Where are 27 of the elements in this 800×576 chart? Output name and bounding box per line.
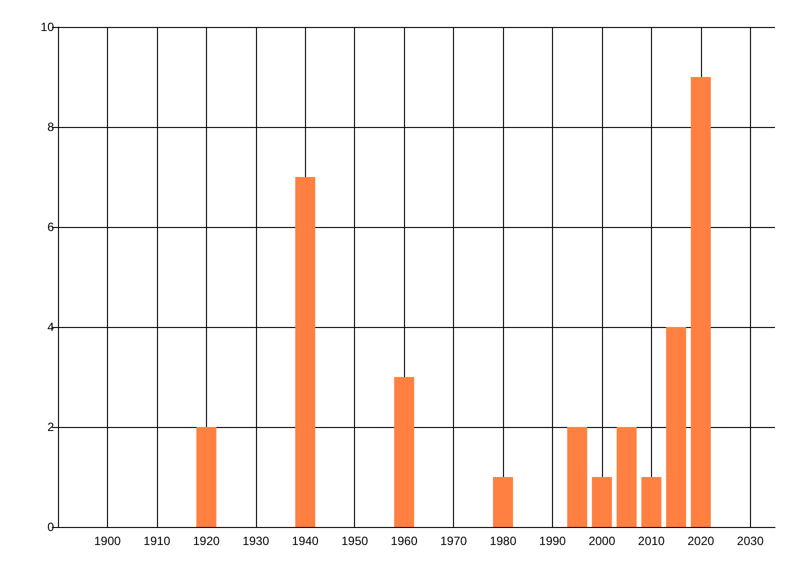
x-tick-label: 2020 — [687, 534, 714, 548]
bar — [592, 477, 612, 527]
bar — [196, 427, 216, 527]
x-tick-label: 1990 — [539, 534, 566, 548]
bar — [567, 427, 588, 527]
bar — [493, 477, 514, 527]
x-tick-label: 1980 — [490, 534, 517, 548]
x-tick-label: 1920 — [192, 534, 220, 548]
y-tick-label: 4 — [47, 320, 54, 334]
x-tick-label: 1960 — [390, 534, 418, 548]
x-tick-label: 1940 — [292, 534, 319, 548]
x-tick-label: 1950 — [341, 534, 368, 548]
y-tick-label: 2 — [47, 420, 54, 434]
x-tick-label: 1900 — [94, 534, 122, 548]
x-tick-label: 2030 — [736, 534, 764, 548]
bar — [690, 77, 711, 527]
bar — [295, 177, 316, 527]
x-tick-label: 1930 — [242, 534, 270, 548]
y-tick-label: 10 — [40, 20, 54, 34]
x-tick-label: 2000 — [588, 534, 616, 548]
bar — [616, 427, 637, 527]
bar — [666, 327, 686, 527]
x-tick-label: 1970 — [440, 534, 468, 548]
bar — [641, 477, 662, 527]
bar — [394, 377, 414, 527]
x-tick-label: 1910 — [144, 534, 171, 548]
x-tick-label: 2010 — [638, 534, 666, 548]
